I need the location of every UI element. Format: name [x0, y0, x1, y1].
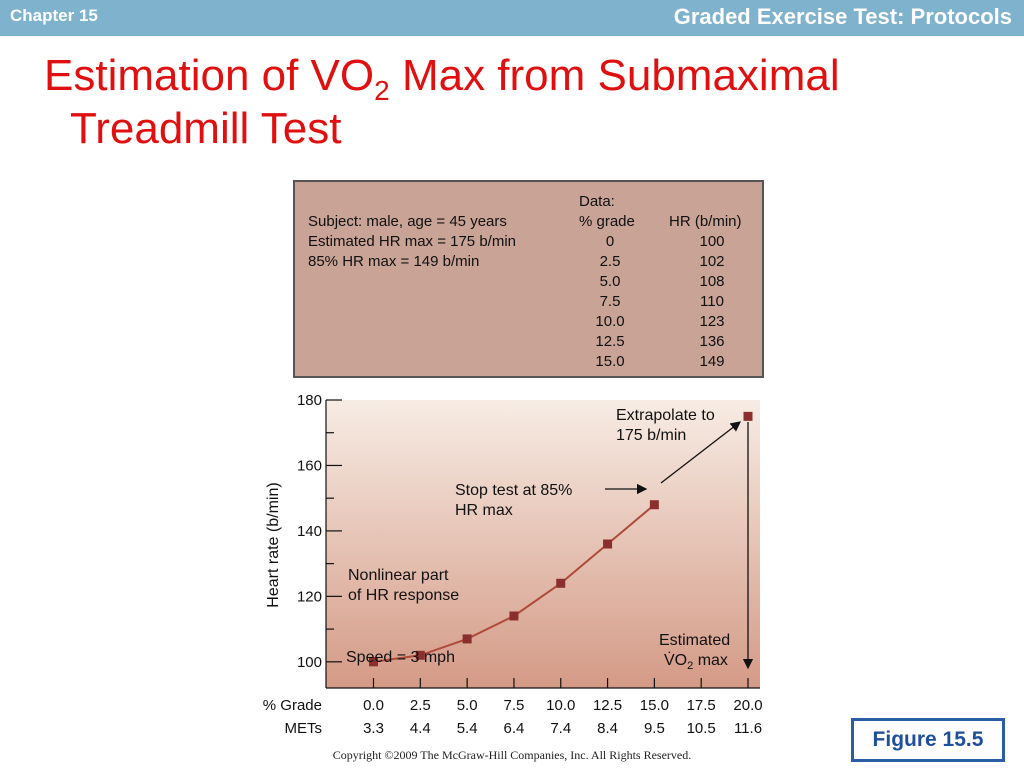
title-line2: Treadmill Test — [70, 104, 342, 153]
x-grade-label: 17.5 — [687, 697, 716, 714]
hr-point — [369, 657, 378, 667]
copyright: Copyright ©2009 The McGraw-Hill Companie… — [332, 748, 692, 762]
hr-cell: 110 — [700, 293, 724, 310]
x-mets-label: 3.3 — [363, 720, 384, 737]
annotation-vo2max: V̇O2 max — [664, 651, 728, 672]
grade-cell: 0 — [605, 233, 615, 250]
x-grade-label: 20.0 — [733, 697, 762, 714]
series-group — [369, 411, 753, 667]
title-part1: Estimation of VO — [44, 51, 375, 100]
x-grade-label: 15.0 — [640, 697, 669, 714]
data-label: Data: — [579, 193, 615, 210]
hr-point — [462, 634, 472, 644]
title-part2: Max from Submaximal — [389, 51, 840, 100]
x-grade-label: 10.0 — [546, 697, 575, 714]
grade-cell: 10.0 — [595, 313, 625, 330]
plot-background — [326, 400, 760, 688]
y-tick-label: 100 — [297, 654, 322, 671]
hr-point — [556, 578, 566, 588]
x-mets-label: 10.5 — [687, 720, 716, 737]
hr-cell: 123 — [699, 313, 725, 330]
annotation-extrapolate-2: 175 b/min — [616, 427, 686, 444]
x-grade-label: 2.5 — [410, 697, 431, 714]
chapter-label: Chapter 15 — [10, 6, 98, 25]
x-row-label-mets: METs — [285, 720, 323, 737]
hr-header: HR (b/min) — [669, 213, 742, 230]
grade-cell: 5.0 — [599, 273, 621, 290]
extrapolated-point — [743, 411, 753, 421]
y-axis-label: Heart rate (b/min) — [265, 482, 282, 607]
x-mets-label: 11.6 — [734, 720, 762, 737]
subject-line: Subject: male, age = 45 years — [308, 213, 507, 230]
hr-point — [509, 611, 519, 621]
y-tick-label: 180 — [297, 392, 322, 409]
data-box: Subject: male, age = 45 years Estimated … — [293, 180, 764, 378]
y-tick-label: 120 — [297, 588, 322, 605]
hr-cell: 149 — [699, 353, 725, 370]
header-bar: Chapter 15 Graded Exercise Test: Protoco… — [0, 0, 1024, 36]
x-mets-label: 5.4 — [457, 720, 478, 737]
extrapolate-arrow — [660, 421, 742, 484]
annotation-estimated: Estimated — [659, 632, 730, 649]
x-mets-label: 4.4 — [410, 720, 431, 737]
x-mets-label: 8.4 — [597, 720, 618, 737]
x-mets-label: 7.4 — [550, 720, 571, 737]
hr85-line: 85% HR max = 149 b/min — [308, 253, 480, 270]
grade-header: % grade — [579, 213, 635, 230]
y-tick-label: 140 — [297, 523, 322, 540]
annotation-speed: Speed = 3 mph — [346, 649, 455, 666]
annotation-extrapolate-1: Extrapolate to — [616, 407, 715, 424]
hr-cell: 100 — [699, 233, 725, 250]
slide-title: Estimation of VO2 Max from Submaximal Tr… — [44, 52, 840, 153]
y-axis: 100 120 140 160 180 — [297, 392, 342, 688]
grade-cell: 15.0 — [595, 353, 625, 370]
annotation-stop-1: Stop test at 85% — [455, 482, 572, 499]
annotation-stop-2: HR max — [455, 502, 513, 519]
annotation-nonlinear-1: Nonlinear part — [348, 567, 449, 584]
x-grade-label: 7.5 — [504, 697, 525, 714]
x-axis: 0.0 3.3 2.5 4.4 5.0 5.4 7.5 6.4 10.0 7.4 12.5 8.4 15… — [263, 678, 763, 737]
x-mets-label: 6.4 — [504, 720, 525, 737]
grade-cell: 7.5 — [599, 293, 621, 310]
figure-label: Figure 15.5 — [851, 718, 1005, 762]
x-grade-label: 5.0 — [457, 697, 478, 714]
x-row-label-grade: % Grade — [263, 697, 322, 714]
y-tick-label: 160 — [297, 457, 322, 474]
grade-cell: 2.5 — [599, 253, 621, 270]
hr-cell: 108 — [699, 273, 725, 290]
section-title: Graded Exercise Test: Protocols — [673, 4, 1012, 29]
annotation-nonlinear-2: of HR response — [348, 587, 459, 604]
grade-cell: 12.5 — [595, 333, 625, 350]
hr-point — [649, 500, 659, 510]
hr-point — [415, 650, 425, 660]
hrmax-line: Estimated HR max = 175 b/min — [308, 233, 517, 250]
title-subscript: 2 — [374, 75, 390, 106]
x-mets-label: 9.5 — [644, 720, 665, 737]
hr-point — [603, 539, 613, 549]
x-grade-label: 12.5 — [593, 697, 622, 714]
hr-cell: 102 — [699, 253, 725, 270]
x-grade-label: 0.0 — [363, 697, 384, 714]
hr-cell: 136 — [699, 333, 725, 350]
